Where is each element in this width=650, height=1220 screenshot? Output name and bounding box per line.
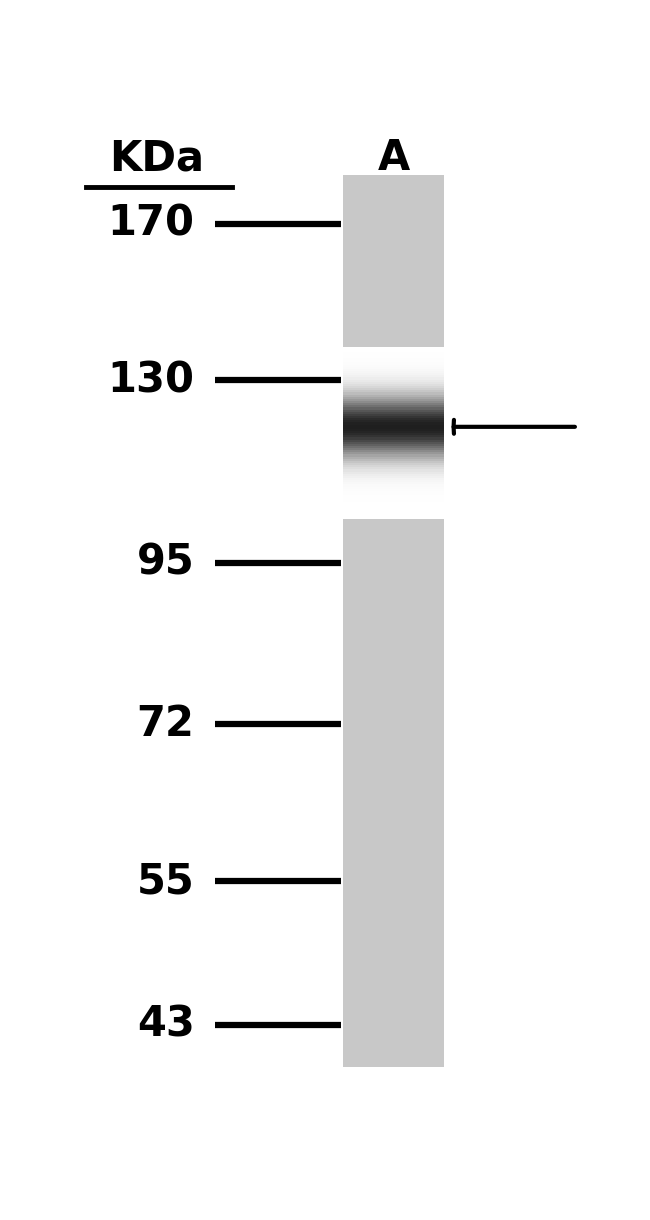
Bar [343,394,444,396]
Bar [343,510,444,512]
Bar [343,472,444,473]
Bar [343,442,444,444]
Bar [343,431,444,433]
Bar [343,411,444,414]
Bar [343,422,444,425]
Bar [343,516,444,518]
Bar [343,403,444,405]
Bar [343,348,444,350]
Bar [343,473,444,476]
Bar [343,490,444,493]
Bar [343,428,444,431]
Text: 95: 95 [137,542,194,584]
Bar [343,461,444,464]
Bar [343,418,444,420]
Text: 43: 43 [136,1004,194,1046]
Bar [343,436,444,437]
Bar [343,384,444,386]
Bar [343,508,444,510]
Bar [343,499,444,501]
Bar [343,367,444,368]
Bar [343,410,444,411]
Bar [343,437,444,439]
Bar [343,506,444,508]
Bar [343,356,444,359]
Bar [343,493,444,495]
Bar [343,359,444,360]
Bar [343,386,444,388]
Bar [343,376,444,377]
Bar [343,512,444,515]
Bar [343,399,444,401]
Text: A: A [378,138,410,179]
Bar [343,467,444,470]
Bar [343,351,444,354]
Bar [343,414,444,416]
Bar [343,427,444,428]
Bar [343,420,444,422]
Text: 55: 55 [137,860,194,903]
Bar [343,450,444,453]
Bar [343,515,444,516]
Bar [343,401,444,403]
Bar [343,377,444,379]
Bar [343,465,444,467]
Bar [343,487,444,489]
Bar [343,439,444,442]
Bar [343,379,444,382]
Bar [343,447,444,448]
Bar [343,416,444,418]
Bar [343,350,444,351]
Bar [343,495,444,498]
Bar [343,455,444,456]
Bar [343,368,444,371]
Bar [343,365,444,367]
Bar [343,489,444,490]
Bar [343,393,444,394]
Text: 72: 72 [136,704,194,745]
Bar [343,464,444,465]
Bar [343,444,444,447]
Bar [343,504,444,506]
Bar [343,478,444,481]
Bar [343,407,444,410]
Bar [343,453,444,455]
Text: KDa: KDa [109,138,204,179]
Bar [343,459,444,461]
Bar [343,481,444,482]
Bar [343,388,444,390]
Bar [343,425,444,427]
Bar [343,390,444,393]
Bar [343,448,444,450]
Bar [343,396,444,399]
Bar [343,373,444,376]
Bar [343,456,444,459]
Bar [343,382,444,384]
Text: 130: 130 [108,359,194,401]
Bar [343,484,444,487]
Bar [343,470,444,472]
Bar [343,476,444,478]
Bar [343,405,444,407]
Bar [343,354,444,356]
Text: 170: 170 [108,203,194,245]
Bar [343,498,444,499]
Bar [343,482,444,484]
Bar [343,371,444,373]
Bar [343,362,444,365]
Bar [343,433,444,436]
Bar [343,501,444,504]
Bar [343,360,444,362]
